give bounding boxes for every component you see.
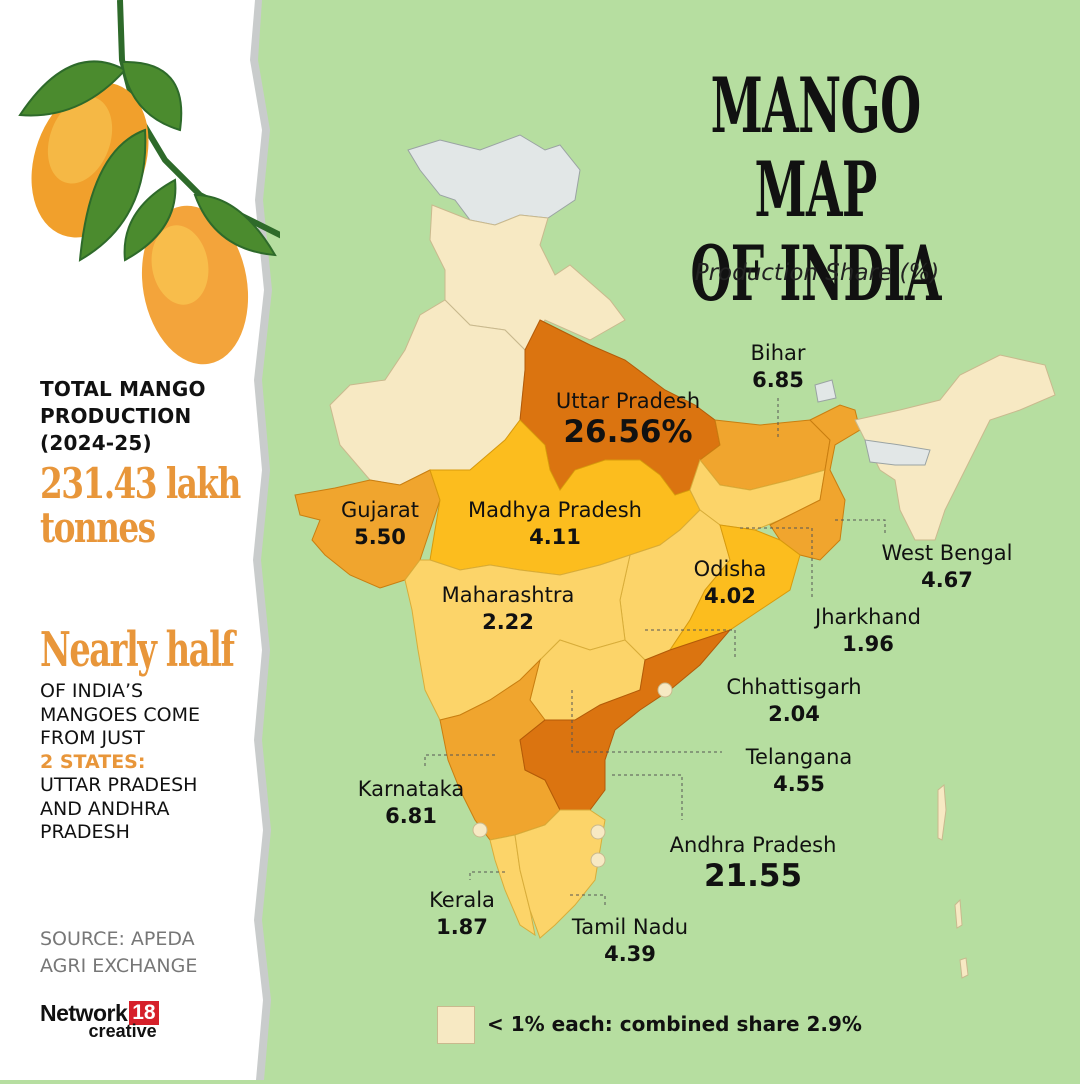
label-andhra-pradesh: Andhra Pradesh 21.55 bbox=[670, 832, 837, 894]
state-value: 1.87 bbox=[436, 915, 488, 939]
state-name: Madhya Pradesh bbox=[468, 498, 642, 522]
sidebar-background bbox=[0, 0, 280, 1080]
label-telangana: Telangana 4.55 bbox=[746, 744, 853, 798]
body-line: FROM JUST bbox=[40, 727, 145, 749]
state-value: 4.39 bbox=[604, 942, 656, 966]
body-line: OF INDIA’S bbox=[40, 680, 144, 702]
label-bihar: Bihar 6.85 bbox=[750, 340, 805, 394]
state-name: Telangana bbox=[745, 745, 853, 769]
state-name: Maharashtra bbox=[441, 583, 575, 607]
title-line: MANGO MAP bbox=[710, 61, 922, 234]
leader-line-west-bengal bbox=[835, 519, 886, 536]
source-line: AGRI EXCHANGE bbox=[40, 955, 198, 977]
state-value: 4.67 bbox=[921, 568, 973, 592]
body-highlight: 2 STATES: bbox=[40, 750, 146, 773]
state-name: West Bengal bbox=[881, 541, 1013, 565]
body-line: AND ANDHRA bbox=[40, 797, 170, 820]
state-name: Uttar Pradesh bbox=[555, 389, 701, 413]
headline: Nearly half bbox=[40, 622, 235, 678]
headline-body: OF INDIA’S MANGOES COME FROM JUST 2 STAT… bbox=[40, 680, 200, 845]
state-tamil-nadu bbox=[514, 809, 606, 939]
state-name: Jharkhand bbox=[815, 605, 921, 629]
state-sikkim bbox=[814, 379, 837, 403]
state-name: Odisha bbox=[693, 557, 767, 581]
state-value: 2.22 bbox=[482, 610, 534, 634]
mango-illustration bbox=[18, 0, 280, 365]
label-maharashtra: Maharashtra 2.22 bbox=[442, 582, 575, 636]
label-uttar-pradesh: Uttar Pradesh 26.56% bbox=[556, 388, 700, 450]
label-tamil-nadu: Tamil Nadu 4.39 bbox=[572, 914, 688, 968]
legend-label: < 1% each: combined share 2.9% bbox=[487, 1012, 862, 1036]
leader-line-jharkhand bbox=[740, 527, 813, 598]
label-jharkhand: Jharkhand 1.96 bbox=[815, 604, 921, 658]
coast-dot bbox=[590, 852, 606, 868]
brand-sub: creative bbox=[88, 1021, 157, 1041]
state-name: Gujarat bbox=[340, 498, 420, 522]
coast-dot bbox=[657, 682, 673, 698]
region-northern-territory bbox=[407, 134, 581, 226]
state-value: 5.50 bbox=[354, 525, 406, 549]
state-value: 4.02 bbox=[704, 584, 756, 608]
total-label-line: TOTAL MANGO bbox=[40, 377, 206, 401]
label-kerala: Kerala 1.87 bbox=[429, 887, 495, 941]
state-name: Andhra Pradesh bbox=[669, 833, 837, 857]
label-gujarat: Gujarat 5.50 bbox=[341, 497, 419, 551]
state-name: Chhattisgarh bbox=[726, 675, 862, 699]
state-value: 6.85 bbox=[752, 368, 804, 392]
state-value: 6.81 bbox=[385, 804, 437, 828]
total-production-label: TOTAL MANGO PRODUCTION (2024-25) bbox=[40, 376, 206, 457]
label-chhattisgarh: Chhattisgarh 2.04 bbox=[726, 674, 861, 728]
total-production-value: 231.43 lakh tonnes bbox=[40, 459, 241, 552]
state-value: 4.55 bbox=[773, 772, 825, 796]
brand-number: 18 bbox=[129, 1001, 159, 1025]
leader-line-karnataka bbox=[424, 754, 495, 768]
leader-line-tamil-nadu bbox=[570, 894, 606, 908]
source-note: SOURCE: APEDA AGRI EXCHANGE bbox=[40, 926, 197, 980]
legend-swatch bbox=[437, 1006, 475, 1044]
body-line: MANGOES COME bbox=[40, 703, 201, 726]
page-title: MANGO MAP OF INDIA bbox=[642, 64, 989, 316]
total-value-line: tonnes bbox=[40, 503, 156, 552]
total-label-line: (2024-25) bbox=[40, 431, 152, 455]
state-value: 1.96 bbox=[842, 632, 894, 656]
total-value-line: 231.43 lakh bbox=[40, 459, 241, 508]
subtitle: Production Share (%) bbox=[694, 260, 940, 286]
state-value: 21.55 bbox=[703, 858, 803, 894]
coast-dot bbox=[472, 822, 488, 838]
label-odisha: Odisha 4.02 bbox=[694, 556, 767, 610]
brand-word: Network bbox=[40, 1000, 128, 1026]
region-bangladesh bbox=[864, 439, 931, 466]
body-line: PRADESH bbox=[40, 821, 130, 843]
title-line: OF INDIA bbox=[690, 229, 941, 318]
state-northeast bbox=[854, 354, 1056, 541]
coast-dot bbox=[590, 824, 606, 840]
state-value: 2.04 bbox=[768, 702, 820, 726]
label-west-bengal: West Bengal 4.67 bbox=[882, 540, 1013, 594]
total-label-line: PRODUCTION bbox=[40, 404, 192, 428]
leader-line-telangana bbox=[571, 690, 722, 753]
state-name: Tamil Nadu bbox=[571, 915, 689, 939]
state-name: Bihar bbox=[750, 341, 806, 365]
leader-line-andhra-pradesh bbox=[612, 774, 683, 820]
state-value: 26.56% bbox=[563, 414, 693, 450]
network18-logo: Network 18 creative bbox=[40, 1000, 159, 1042]
state-value: 4.11 bbox=[529, 525, 581, 549]
source-line: SOURCE: APEDA bbox=[40, 928, 195, 950]
label-madhya-pradesh: Madhya Pradesh 4.11 bbox=[468, 497, 642, 551]
islands-andaman bbox=[937, 783, 969, 979]
body-line: UTTAR PRADESH bbox=[40, 774, 198, 796]
state-name: Kerala bbox=[429, 888, 495, 912]
leader-line-chhattisgarh bbox=[645, 629, 736, 660]
label-karnataka: Karnataka 6.81 bbox=[358, 776, 464, 830]
leader-lines bbox=[424, 398, 886, 908]
state-name: Karnataka bbox=[357, 777, 465, 801]
